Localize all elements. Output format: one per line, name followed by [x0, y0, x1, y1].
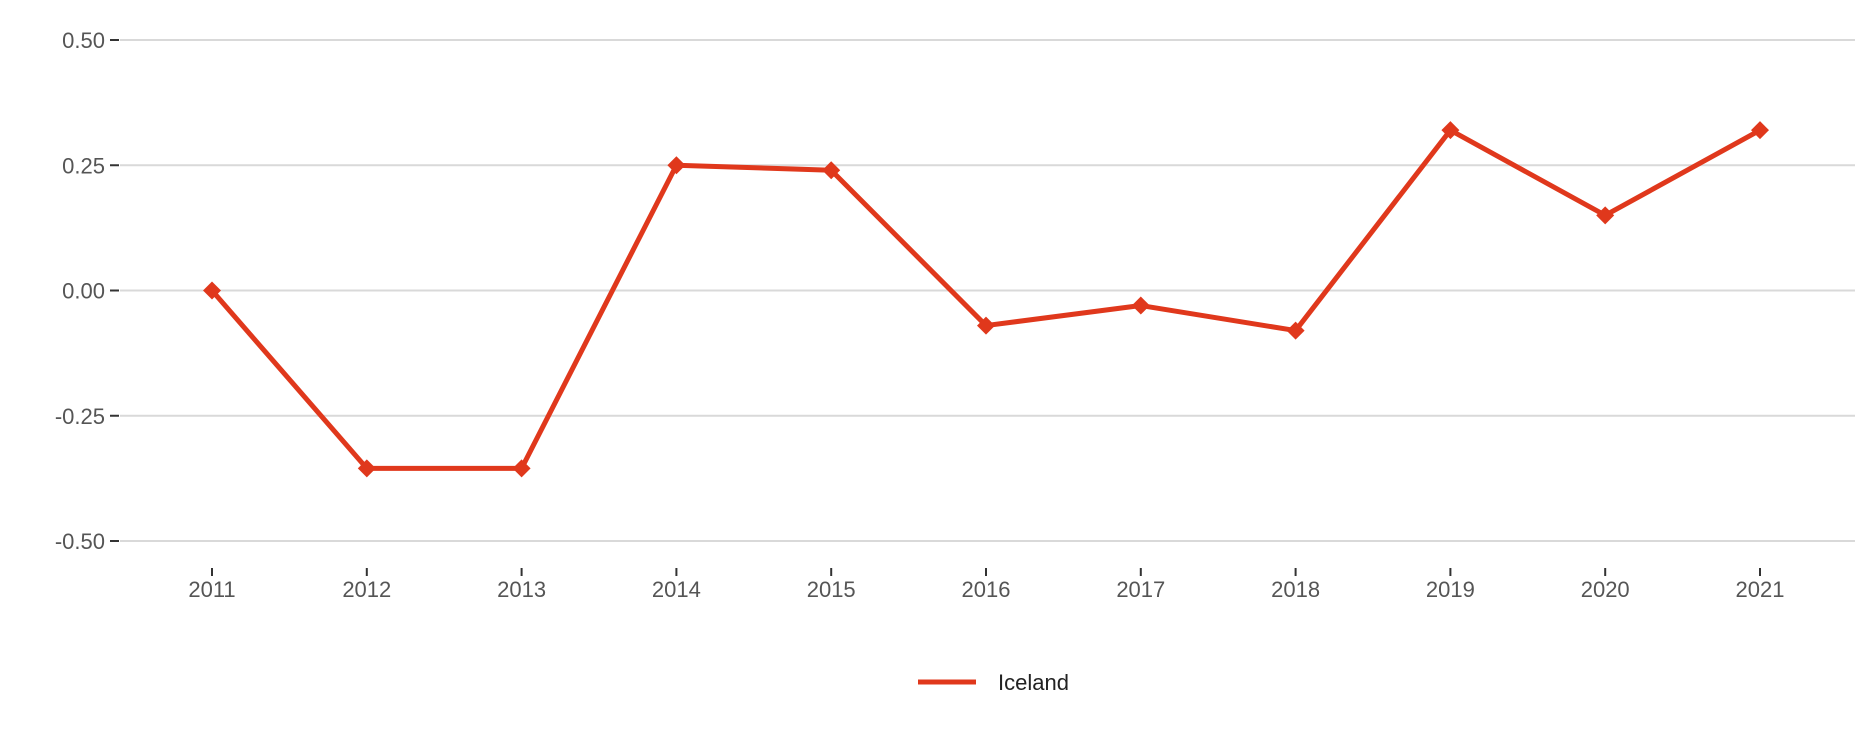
x-tick-label-2: 2013 [497, 577, 546, 602]
y-tick-label-3: -0.25 [55, 404, 105, 429]
x-tick-label-6: 2017 [1116, 577, 1165, 602]
data-point-0-9 [1596, 206, 1615, 225]
x-tick-label-10: 2021 [1736, 577, 1785, 602]
legend: Iceland [918, 670, 1069, 695]
data-point-0-2 [512, 459, 531, 478]
y-tick-label-2: 0.00 [62, 279, 105, 304]
data-point-0-3 [667, 156, 686, 175]
data-point-0-4 [822, 161, 841, 180]
x-tick-label-8: 2019 [1426, 577, 1475, 602]
y-tick-label-0: 0.50 [62, 28, 105, 53]
series-line-0 [210, 127, 1762, 471]
x-tick-label-7: 2018 [1271, 577, 1320, 602]
x-tick-label-3: 2014 [652, 577, 701, 602]
data-point-0-8 [1441, 121, 1460, 140]
data-point-0-5 [977, 316, 995, 335]
x-tick-label-0: 2011 [188, 577, 235, 602]
x-tick-label-9: 2020 [1581, 577, 1630, 602]
y-tick-label-1: 0.25 [62, 153, 105, 178]
x-tick-label-4: 2015 [807, 577, 856, 602]
x-axis: 2011 2012 2013 2014 2015 2016 2017 2018 2019 2020… [188, 568, 1784, 602]
y-tick-label-4: -0.50 [55, 529, 105, 554]
series-layer [203, 121, 1769, 478]
x-tick-label-5: 2016 [962, 577, 1011, 602]
data-point-0-1 [357, 459, 376, 478]
data-point-0-0 [203, 281, 221, 300]
x-tick-label-1: 2012 [342, 577, 391, 602]
y-axis: 0.50 0.25 0.00 -0.25 -0.50 [55, 28, 119, 554]
legend-label-iceland: Iceland [998, 670, 1069, 695]
data-point-0-7 [1286, 321, 1305, 340]
gridlines [120, 39, 1855, 542]
data-point-0-6 [1131, 296, 1150, 315]
data-point-0-10 [1751, 121, 1769, 140]
